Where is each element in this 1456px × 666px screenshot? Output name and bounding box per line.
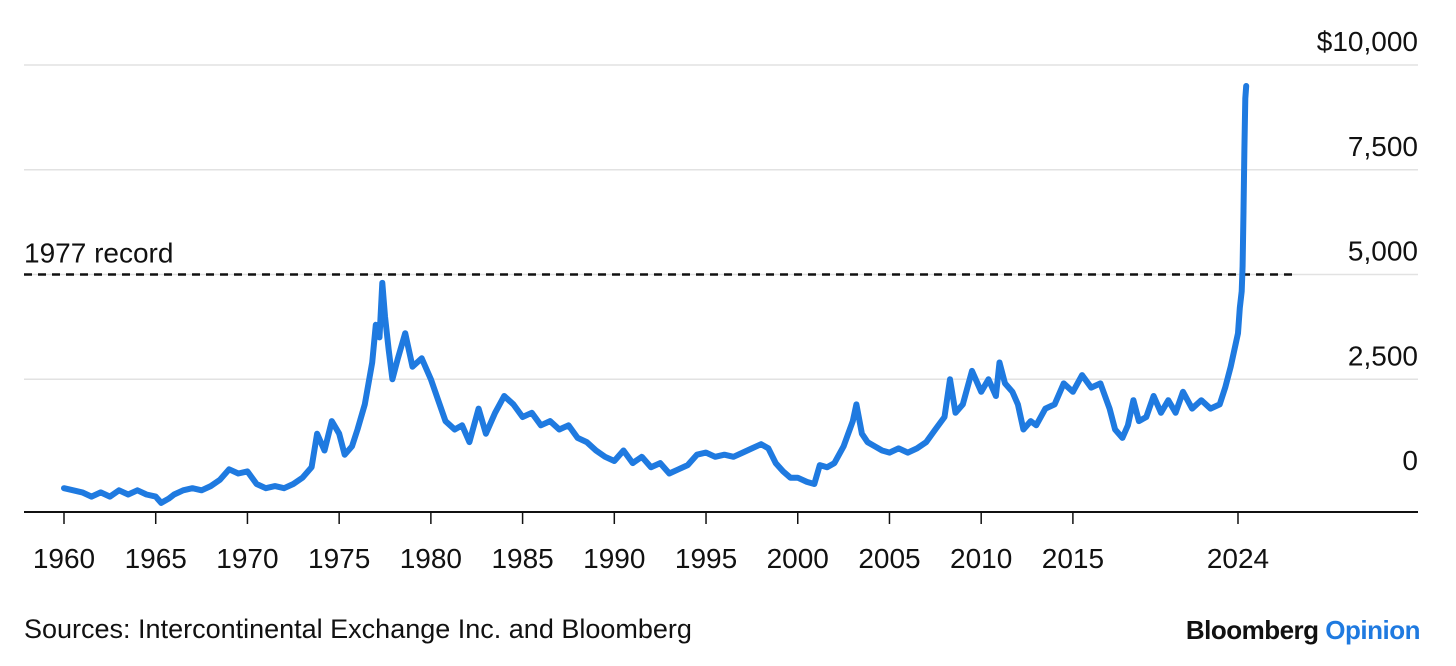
y-tick-label: 7,500 <box>1348 131 1418 162</box>
y-tick-label: 0 <box>1402 445 1418 476</box>
brand-sub: Opinion <box>1325 615 1420 645</box>
x-axis: 1960 1965 1970 1975 1980 1985 1990 1995 2000 2005… <box>24 511 1418 574</box>
series-group <box>61 83 1250 506</box>
x-tick-label: 1965 <box>125 543 187 574</box>
x-tick-label: 1990 <box>583 543 645 574</box>
x-tick-label: 2005 <box>858 543 920 574</box>
line-chart: 1977 record 1960 1965 1970 1975 1980 1985 1990… <box>24 26 1418 574</box>
series-line <box>61 83 1250 506</box>
reference-line-group: 1977 record <box>24 238 1292 276</box>
source-note: Sources: Intercontinental Exchange Inc. … <box>24 614 692 644</box>
y-axis-labels: 0 2,500 5,000 7,500 $10,000 <box>1317 26 1418 476</box>
x-tick-label: 1960 <box>33 543 95 574</box>
gridlines <box>24 64 1418 380</box>
x-tick-label: 2010 <box>950 543 1012 574</box>
brand-logo: Bloomberg Opinion <box>1185 615 1421 646</box>
x-tick-label: 2000 <box>767 543 829 574</box>
reference-line-label: 1977 record <box>24 238 173 269</box>
y-tick-label: 2,500 <box>1348 340 1418 371</box>
y-tick-label: 5,000 <box>1348 236 1418 267</box>
x-tick-label: 1975 <box>308 543 370 574</box>
x-tick-label: 2024 <box>1207 543 1269 574</box>
x-tick-label: 2015 <box>1042 543 1104 574</box>
x-tick-label: 1980 <box>400 543 462 574</box>
x-tick-label: 1995 <box>675 543 737 574</box>
brand-name: Bloomberg <box>1185 615 1319 645</box>
x-tick-label: 1970 <box>216 543 278 574</box>
x-tick-label: 1985 <box>491 543 553 574</box>
y-tick-label: $10,000 <box>1317 26 1418 57</box>
